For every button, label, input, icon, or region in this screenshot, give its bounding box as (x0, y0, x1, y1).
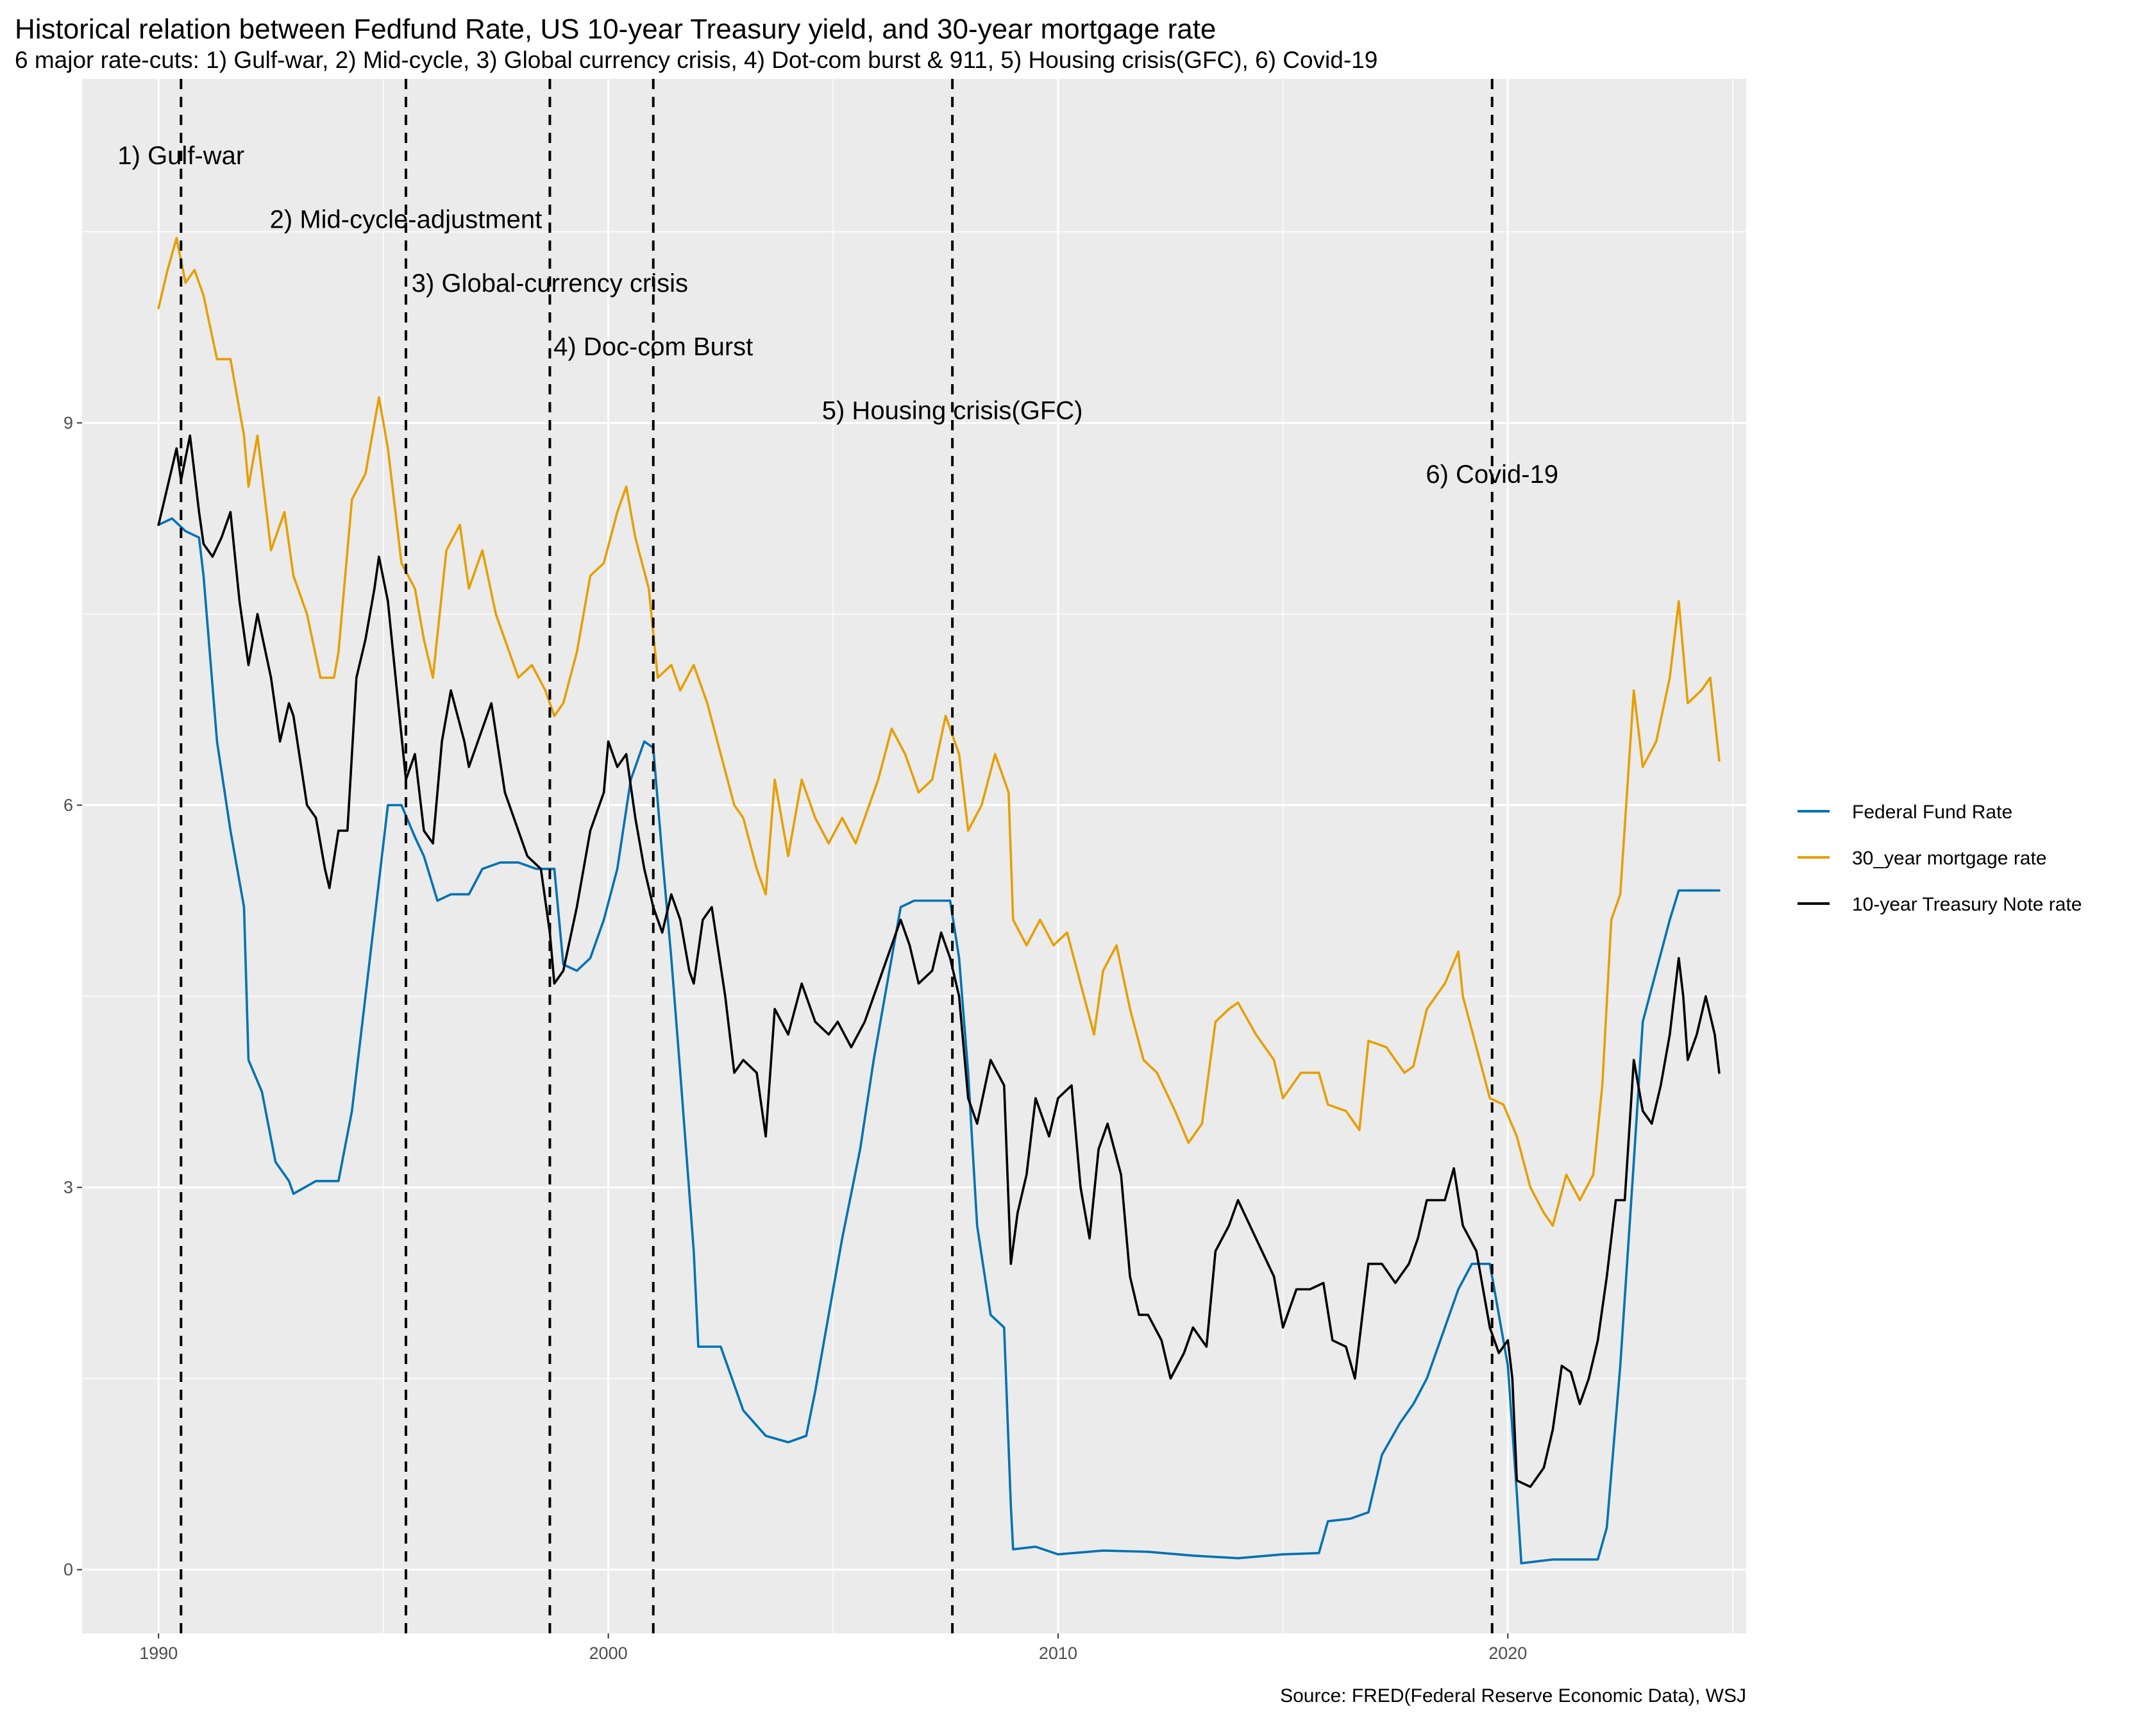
legend-label: Federal Fund Rate (1852, 802, 2012, 823)
rate-cut-lines (180, 79, 1494, 1633)
grid-minor (82, 79, 1746, 1633)
rate-cut-label: 6) Covid-19 (1426, 460, 1558, 489)
chart-subtitle: 6 major rate-cuts: 1) Gulf-war, 2) Mid-c… (15, 47, 1377, 73)
x-tick-label: 2000 (589, 1644, 628, 1663)
series-line-treasury (157, 434, 1721, 1488)
legend-label: 10-year Treasury Note rate (1852, 894, 2082, 915)
y-axis: 0 3 6 9 (63, 413, 82, 1579)
rate-cut-labels: 1) Gulf-war 2) Mid-cycle-adjustment 3) Glo… (117, 142, 1558, 489)
series-lines (157, 237, 1721, 1565)
rate-cut-label: 5) Housing crisis(GFC) (822, 397, 1083, 425)
x-tick-label: 2010 (1039, 1644, 1077, 1663)
x-tick-label: 2020 (1488, 1644, 1527, 1663)
chart-title: Historical relation between Fedfund Rate… (15, 13, 1216, 45)
x-axis: 1990 2000 2010 2020 (139, 1633, 1527, 1663)
x-tick-label: 1990 (139, 1644, 178, 1663)
plot-panel (82, 79, 1746, 1633)
y-tick-label: 0 (63, 1560, 73, 1579)
rate-cut-label: 2) Mid-cycle-adjustment (270, 206, 543, 234)
y-tick-label: 6 (63, 796, 73, 815)
rate-cut-label: 3) Global-currency crisis (412, 269, 688, 298)
chart-caption: Source: FRED(Federal Reserve Economic Da… (1280, 1685, 1746, 1706)
series-line-fed (157, 517, 1721, 1565)
y-tick-label: 3 (63, 1178, 73, 1197)
grid-major (82, 79, 1746, 1633)
rate-cut-label: 4) Doc-com Burst (553, 333, 753, 361)
y-tick-label: 9 (63, 413, 73, 432)
legend-label: 30_year mortgage rate (1852, 848, 2047, 869)
legend: Federal Fund Rate 30_year mortgage rate 10… (1798, 802, 2082, 915)
series-line-mortgage (157, 237, 1721, 1227)
rate-cut-label: 1) Gulf-war (117, 142, 244, 170)
